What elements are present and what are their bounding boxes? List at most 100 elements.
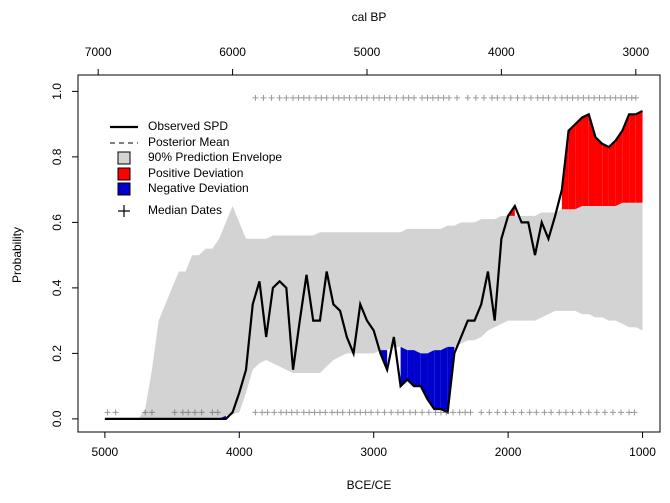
- y-tick-label: 0.8: [50, 148, 64, 165]
- median-date: [318, 94, 325, 101]
- median-date: [381, 94, 388, 101]
- y-tick-label: 0.4: [50, 279, 64, 296]
- median-date: [283, 94, 290, 101]
- legend-label: Negative Deviation: [148, 181, 249, 195]
- median-date: [591, 94, 598, 101]
- y-tick-label: 1.0: [50, 83, 64, 100]
- positive-deviation: [595, 137, 603, 207]
- median-date: [271, 409, 278, 416]
- median-date: [400, 409, 407, 416]
- median-date: [388, 409, 395, 416]
- median-date: [488, 94, 495, 101]
- median-date: [252, 409, 259, 416]
- y-tick-label: 0.2: [50, 345, 64, 362]
- median-date: [252, 94, 259, 101]
- median-date: [445, 94, 452, 101]
- median-date: [478, 409, 485, 416]
- median-date: [357, 409, 364, 416]
- positive-deviation: [582, 114, 589, 207]
- y-axis-title: Probability: [10, 227, 24, 283]
- median-date: [618, 94, 625, 101]
- x2-tick-label: 7000: [85, 45, 112, 59]
- y-tick-label: 0.0: [50, 410, 64, 427]
- median-date: [191, 409, 198, 416]
- median-date: [346, 94, 353, 101]
- median-date: [209, 409, 216, 416]
- negative-deviation: [427, 350, 435, 410]
- median-date: [411, 94, 418, 101]
- median-date: [288, 409, 295, 416]
- median-date: [552, 94, 559, 101]
- median-date: [179, 409, 186, 416]
- x-axis-title: BCE/CE: [347, 478, 392, 492]
- median-date: [148, 409, 155, 416]
- x-tick-label: 1000: [629, 445, 656, 459]
- median-date: [283, 409, 290, 416]
- median-date: [464, 94, 471, 101]
- median-date: [480, 94, 487, 101]
- negative-deviation: [400, 346, 408, 387]
- median-date: [419, 409, 426, 416]
- median-date: [358, 94, 365, 101]
- median-date: [353, 94, 360, 101]
- median-date: [214, 409, 221, 416]
- positive-deviation: [568, 124, 576, 210]
- median-date: [300, 94, 307, 101]
- legend-label: Observed SPD: [148, 119, 228, 133]
- median-date: [393, 94, 400, 101]
- top-axis-title: cal BP: [352, 10, 387, 24]
- median-date: [362, 409, 369, 416]
- median-date: [341, 94, 348, 101]
- legend-label: Posterior Mean: [148, 135, 229, 149]
- median-date: [437, 409, 444, 416]
- median-date: [593, 409, 600, 416]
- median-date: [412, 409, 419, 416]
- median-date: [494, 409, 501, 416]
- median-date: [435, 94, 442, 101]
- median-date: [370, 94, 377, 101]
- median-date: [334, 409, 341, 416]
- legend-swatch: [117, 182, 131, 196]
- median-date: [618, 409, 625, 416]
- negative-deviation: [434, 350, 441, 410]
- median-date: [556, 409, 563, 416]
- median-date: [264, 409, 271, 416]
- median-date: [400, 94, 407, 101]
- median-date: [276, 94, 283, 101]
- median-date: [424, 94, 431, 101]
- x-tick-label: 2000: [495, 445, 522, 459]
- positive-deviation: [629, 114, 636, 203]
- median-date: [601, 409, 608, 416]
- median-date: [268, 94, 275, 101]
- negative-deviation: [414, 350, 421, 387]
- median-date: [454, 94, 461, 101]
- median-date: [450, 409, 457, 416]
- median-date: [507, 94, 514, 101]
- legend-label: Median Dates: [148, 203, 222, 217]
- negative-deviation: [440, 346, 448, 413]
- x2-tick-label: 4000: [488, 45, 515, 59]
- median-date: [527, 94, 534, 101]
- median-date: [501, 94, 508, 101]
- median-date: [312, 94, 319, 101]
- x2-tick-label: 3000: [622, 45, 649, 59]
- median-date: [577, 409, 584, 416]
- legend-label: 90% Prediction Envelope: [148, 150, 282, 164]
- median-date: [486, 409, 493, 416]
- spd-line: [104, 110, 644, 420]
- median-date: [112, 409, 119, 416]
- median-date: [142, 409, 149, 416]
- plot-frame: [77, 74, 661, 433]
- negative-deviation: [407, 350, 415, 387]
- median-date: [259, 409, 266, 416]
- legend-label: Positive Deviation: [148, 166, 243, 180]
- median-date: [330, 94, 337, 101]
- x2-tick-label: 5000: [354, 45, 381, 59]
- median-date: [514, 94, 521, 101]
- median-date: [607, 94, 614, 101]
- median-date: [569, 409, 576, 416]
- median-date: [526, 409, 533, 416]
- positive-deviation: [575, 117, 583, 210]
- median-date: [171, 409, 178, 416]
